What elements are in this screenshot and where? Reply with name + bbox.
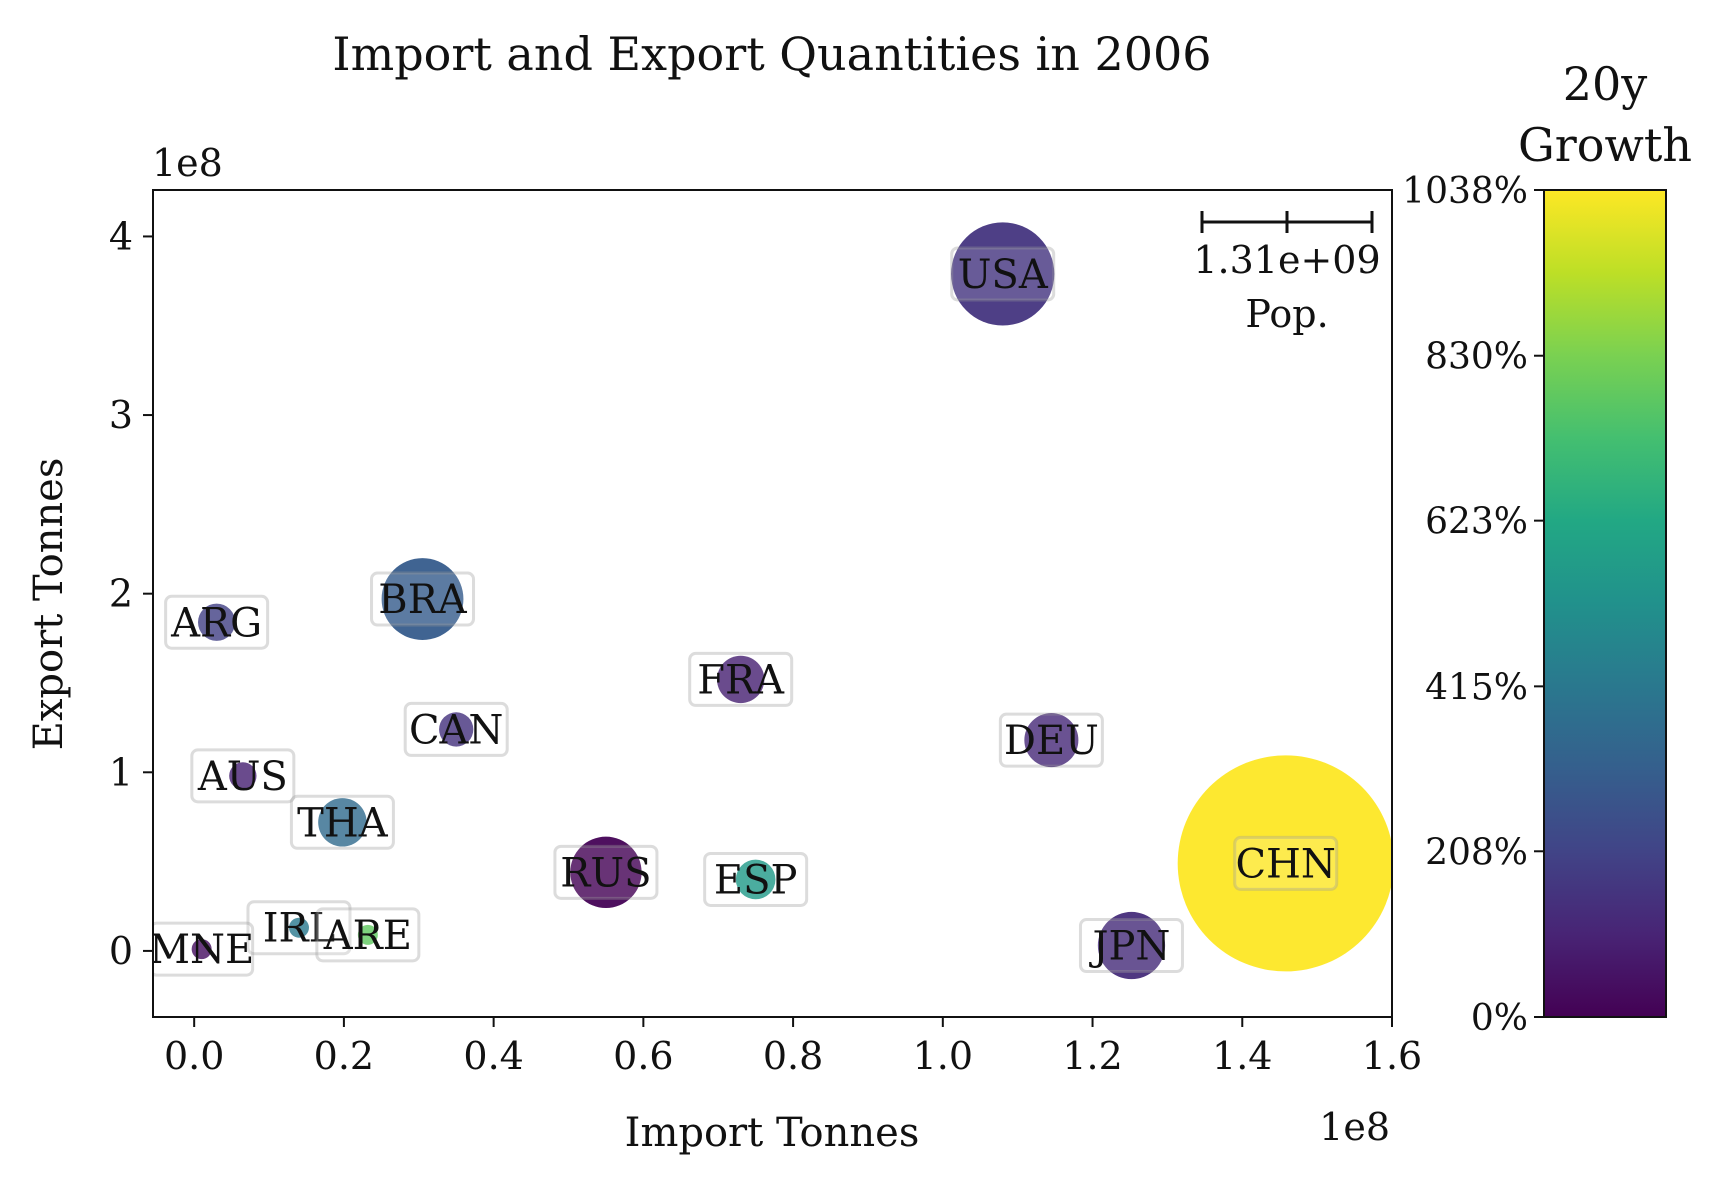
label-rus: RUS xyxy=(560,850,651,896)
label-mne: MNE xyxy=(149,927,254,973)
bubble-aus xyxy=(229,762,257,790)
label-arg: ARG xyxy=(170,600,262,646)
x-tick-label: 1.4 xyxy=(1212,1034,1272,1078)
label-chn: CHN xyxy=(1235,841,1336,887)
chart-title: Import and Export Quantities in 2006 xyxy=(332,27,1211,81)
label-box-aus xyxy=(190,748,296,804)
label-box-mne xyxy=(153,921,255,977)
points-layer xyxy=(191,222,1392,980)
label-usa: USA xyxy=(958,252,1049,298)
x-tick-label: 0.8 xyxy=(763,1034,823,1078)
label-box-tha xyxy=(289,794,395,850)
y-tick-label: 2 xyxy=(109,572,133,616)
colorbar-tick-label: 415% xyxy=(1425,667,1528,708)
size-legend-value: 1.31e+09 xyxy=(1193,238,1380,282)
bubble-are xyxy=(357,924,378,945)
bubble-irl xyxy=(288,917,309,938)
y-tick-label: 4 xyxy=(109,214,133,258)
bubble-jpn xyxy=(1097,911,1166,980)
x-tick-label: 0.0 xyxy=(164,1034,224,1078)
bubble-mne xyxy=(191,939,212,960)
x-tick-label: 0.2 xyxy=(314,1034,374,1078)
y-axis: 0 1 2 3 4 xyxy=(109,214,153,973)
label-bra: BRA xyxy=(378,577,468,623)
bubble-usa xyxy=(951,222,1055,326)
label-box-are xyxy=(315,907,421,963)
label-fra: FRA xyxy=(697,657,785,703)
colorbar-tick-label: 623% xyxy=(1425,502,1528,543)
x-tick-label: 1.0 xyxy=(913,1034,973,1078)
label-are: ARE xyxy=(323,913,412,959)
colorbar-title-line2: Growth xyxy=(1518,118,1692,172)
x-tick-label: 1.6 xyxy=(1362,1034,1422,1078)
label-aus: AUS xyxy=(197,754,288,800)
colorbar-title-line1: 20y xyxy=(1563,57,1648,111)
label-box-jpn xyxy=(1078,918,1184,974)
plot-frame xyxy=(152,189,1393,1018)
label-box-fra xyxy=(688,651,794,707)
x-axis: 0.0 0.2 0.4 0.6 0.8 1.0 1.2 1.4 1.6 xyxy=(164,1017,1422,1078)
x-tick-label: 0.6 xyxy=(613,1034,673,1078)
label-box-esp xyxy=(703,851,809,907)
y-tick-label: 1 xyxy=(109,750,133,794)
bubble-arg xyxy=(197,603,236,641)
label-box-chn xyxy=(1233,835,1339,891)
y-tick-label: 3 xyxy=(109,393,133,437)
colorbar: 20y Growth 0% 208% 415% 623% 830% 1038% xyxy=(1402,57,1692,1039)
size-legend: 1.31e+09 Pop. xyxy=(1193,211,1381,336)
label-box-arg xyxy=(164,594,270,650)
y-axis-label: Export Tonnes xyxy=(26,458,72,751)
colorbar-tick-label: 1038% xyxy=(1402,171,1528,212)
x-tick-label: 0.4 xyxy=(463,1034,523,1078)
bubble-fra xyxy=(716,655,765,704)
label-box-irl xyxy=(246,900,352,956)
colorbar-tick-label: 208% xyxy=(1425,832,1528,873)
colorbar-ticks: 0% 208% 415% 623% 830% 1038% xyxy=(1402,171,1544,1039)
label-box-usa xyxy=(950,246,1056,302)
label-box-deu xyxy=(998,712,1104,768)
label-box-can xyxy=(403,701,509,757)
label-tha: THA xyxy=(297,800,389,846)
label-can: CAN xyxy=(409,707,504,753)
y-tick-label: 0 xyxy=(109,929,133,973)
colorbar-tick-label: 0% xyxy=(1471,998,1528,1039)
label-jpn: JPN xyxy=(1088,924,1170,970)
x-offset-label: 1e8 xyxy=(1319,1105,1390,1149)
bubble-esp xyxy=(735,859,776,900)
bubble-chn xyxy=(1177,755,1392,972)
label-irl: IRL xyxy=(263,906,335,952)
label-box-bra xyxy=(370,571,476,627)
label-deu: DEU xyxy=(1004,718,1099,764)
bubble-can xyxy=(439,712,474,747)
label-esp: ESP xyxy=(714,857,798,903)
bubble-deu xyxy=(1024,713,1079,768)
colorbar-gradient xyxy=(1543,189,1667,1018)
bubble-tha xyxy=(318,798,367,847)
bubble-rus xyxy=(570,836,642,909)
x-tick-label: 1.2 xyxy=(1062,1034,1122,1078)
colorbar-tick-label: 830% xyxy=(1425,337,1528,378)
size-legend-label: Pop. xyxy=(1245,292,1328,336)
bubble-bra xyxy=(381,558,464,640)
x-axis-label: Import Tonnes xyxy=(625,1110,920,1156)
y-offset-label: 1e8 xyxy=(152,141,223,185)
label-box-rus xyxy=(553,844,659,900)
